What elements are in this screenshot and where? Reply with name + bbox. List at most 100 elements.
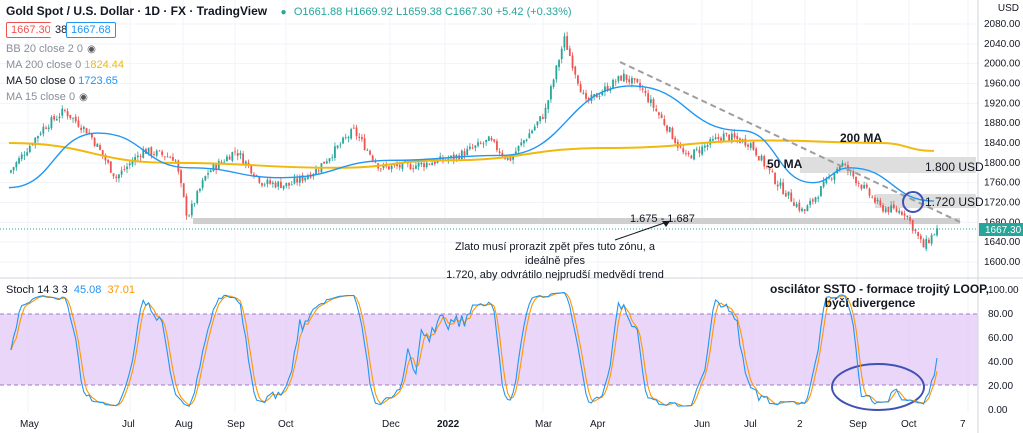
candle-body [506, 158, 509, 160]
candle-body [99, 145, 101, 150]
stoch-axis[interactable]: 0.00 20.00 40.00 60.00 80.00 100.00 [988, 285, 1019, 416]
candle-body [793, 202, 795, 206]
price-tick-label: 1920.00 [984, 98, 1021, 109]
candle-body [217, 160, 220, 170]
candle-body [280, 181, 282, 188]
indicator-ma200-value: 1824.44 [84, 59, 124, 71]
candle-body [226, 156, 228, 162]
candle-body [919, 235, 922, 240]
time-tick-label: 2 [797, 419, 803, 430]
candle-body [755, 148, 758, 156]
label-1720: 1.720 USD [925, 195, 984, 209]
candle-body [415, 165, 417, 169]
candle-body [930, 235, 933, 244]
candle-body [617, 75, 620, 82]
indicator-ma50-label: MA 50 close 0 [6, 75, 76, 87]
candle-body [139, 155, 142, 157]
candle-body [28, 145, 31, 153]
indicator-ma15[interactable]: MA 15 close 0 ◉ [6, 91, 88, 103]
candle-body [666, 125, 668, 132]
candle-body [757, 156, 760, 161]
indicator-ma50[interactable]: MA 50 close 0 1723.65 [6, 75, 118, 87]
stoch-tick-label: 60.00 [988, 333, 1013, 344]
indicator-ma200[interactable]: MA 200 close 0 1824.44 [6, 59, 124, 71]
candle-body [652, 99, 655, 108]
candle-body [250, 165, 253, 174]
candle-body [550, 86, 552, 100]
candle-body [80, 127, 83, 131]
candle-body [82, 126, 85, 129]
candle-body [531, 130, 533, 134]
price-tick-label: 1760.00 [984, 178, 1021, 189]
candle-body [296, 178, 299, 183]
candle-body [693, 149, 695, 160]
candle-body [274, 182, 277, 188]
candle-body [328, 158, 331, 162]
candle-body [47, 127, 50, 130]
osc-note-line1: oscilátor SSTO - formace trojitý LOOP, [770, 282, 989, 296]
candle-body [631, 77, 633, 84]
candle-body [174, 160, 177, 162]
candle-body [45, 127, 47, 129]
candle-body [166, 156, 169, 158]
candle-body [822, 181, 825, 187]
price-tick-label: 1600.00 [984, 257, 1021, 268]
stoch-k-line [10, 292, 938, 407]
ask-price[interactable]: 1667.68 [66, 22, 116, 38]
time-tick-label: May [20, 419, 39, 430]
candle-body [574, 66, 577, 75]
zone-note-line2: 1.720, aby odvrátilo nejprudší medvědí t… [446, 269, 664, 281]
bid-price[interactable]: 1667.30 [6, 22, 56, 38]
candle-body [828, 177, 830, 179]
candle-body [339, 144, 342, 146]
candle-body [663, 118, 666, 125]
candle-body [722, 133, 725, 142]
candle-body [852, 171, 855, 177]
candle-body [471, 147, 474, 149]
time-tick-label: Jul [744, 419, 757, 430]
candle-body [34, 137, 37, 146]
candle-body [112, 173, 115, 177]
candle-body [701, 146, 704, 155]
candle-body [582, 92, 585, 94]
candle-body [614, 81, 617, 83]
candle-body [466, 148, 469, 156]
candle-body [906, 215, 909, 218]
candle-body [142, 149, 145, 158]
time-axis[interactable]: May Jul Aug Sep Oct Dec 2022 Mar Apr Jun Jul 2 Sep Oc… [20, 419, 966, 430]
eye-icon[interactable]: ◉ [87, 44, 96, 55]
candle-body [892, 204, 895, 209]
candle-body [158, 150, 161, 152]
price-tick-label: 2000.00 [984, 59, 1021, 70]
price-tick-label: 1640.00 [984, 237, 1021, 248]
candle-body [266, 179, 269, 185]
price-axis[interactable]: 1600.00 1640.00 1680.00 1720.00 1760.00 1800.… [984, 19, 1021, 268]
candle-body [541, 116, 544, 119]
candle-body [150, 147, 153, 156]
candle-body [720, 137, 722, 141]
symbol-title[interactable]: Gold Spot / U.S. Dollar · 1D · FX · Trad… [6, 4, 268, 18]
candle-body [922, 239, 925, 248]
eye-icon[interactable]: ◉ [79, 92, 88, 103]
currency-label[interactable]: USD [997, 3, 1019, 14]
candle-body [163, 156, 166, 158]
candle-body [798, 202, 801, 211]
time-tick-label: Jun [694, 419, 710, 430]
candle-body [26, 152, 29, 156]
candle-body [911, 220, 914, 231]
stoch-tick-label: 80.00 [988, 309, 1013, 320]
candle-body [496, 141, 498, 151]
candle-body [131, 161, 134, 165]
candle-body [649, 99, 652, 104]
indicator-bb[interactable]: BB 20 close 2 0 ◉ [6, 43, 96, 55]
candle-body [571, 55, 574, 69]
stoch-legend[interactable]: Stoch 14 3 3 45.08 37.01 [6, 284, 135, 296]
candle-body [568, 48, 571, 56]
time-tick-label: Apr [590, 419, 606, 430]
candle-body [263, 184, 266, 186]
candle-body [598, 96, 601, 98]
candle-body [863, 185, 866, 189]
candle-body [936, 228, 938, 236]
candle-body [101, 150, 104, 156]
